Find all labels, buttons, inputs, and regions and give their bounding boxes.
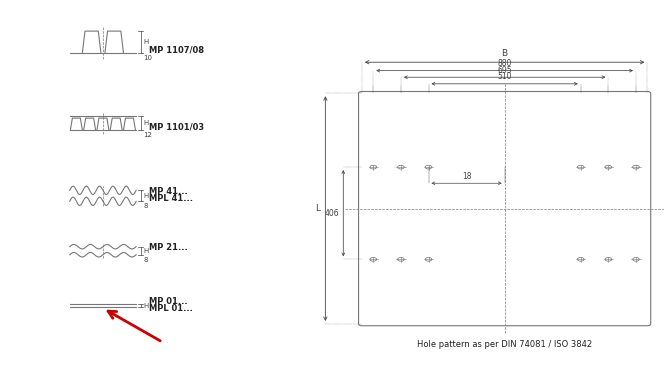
Text: 406: 406 xyxy=(325,209,339,218)
Text: H: H xyxy=(143,120,149,126)
Text: MPL 01...: MPL 01... xyxy=(149,304,193,313)
Text: MPL 41...: MPL 41... xyxy=(149,194,193,203)
Text: Hole pattern as per DIN 74081 / ISO 3842: Hole pattern as per DIN 74081 / ISO 3842 xyxy=(417,340,592,350)
Text: H: H xyxy=(143,248,149,254)
Text: MP 21...: MP 21... xyxy=(149,243,188,252)
Text: 8: 8 xyxy=(143,203,148,209)
Text: H: H xyxy=(143,193,149,199)
Text: 18: 18 xyxy=(462,172,471,181)
Text: MP 1107/08: MP 1107/08 xyxy=(149,46,205,55)
Text: 10: 10 xyxy=(143,55,153,61)
Text: 880: 880 xyxy=(497,59,512,68)
Text: MP 01...: MP 01... xyxy=(149,297,188,306)
Text: H: H xyxy=(143,303,149,309)
Text: 695: 695 xyxy=(497,66,512,75)
Text: MP 41...: MP 41... xyxy=(149,187,188,196)
Text: 8: 8 xyxy=(143,257,148,262)
Text: 12: 12 xyxy=(143,132,152,138)
Text: L: L xyxy=(315,204,320,213)
Text: 510: 510 xyxy=(497,72,512,81)
Text: B: B xyxy=(501,49,508,58)
Text: MP 1101/03: MP 1101/03 xyxy=(149,123,205,131)
Text: H: H xyxy=(143,39,149,45)
